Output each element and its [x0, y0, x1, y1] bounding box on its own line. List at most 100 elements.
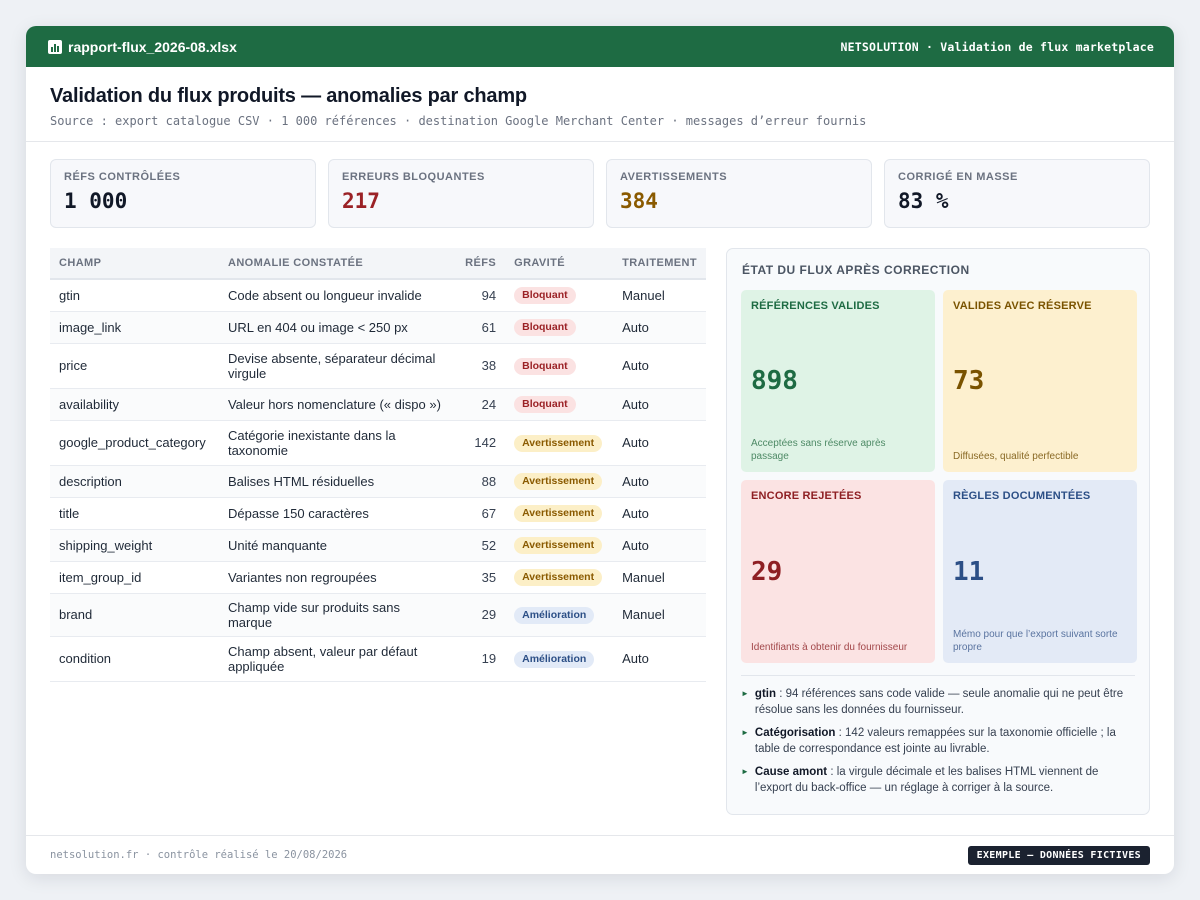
note-text: : 142 valeurs remappées sur la taxonomie… — [754, 727, 1116, 755]
column-header-refs[interactable]: Réfs — [451, 248, 506, 280]
kpi-label: Avertissements — [620, 171, 728, 183]
cell-anomaly: Code absent ou longueur invalide — [218, 279, 452, 312]
table-row[interactable]: brand Champ vide sur produits sans marque… — [50, 593, 706, 637]
cell-treatment: Manuel — [613, 593, 706, 637]
kpi-row: Réfs contrôlées 1 000 Erreurs bloquantes… — [50, 159, 1150, 228]
kpi-value: 217 — [342, 189, 380, 213]
anomaly-table-wrap: Champ Anomalie constatée Réfs Gravité Tr… — [50, 248, 706, 682]
table-row[interactable]: item_group_id Variantes non regroupées 35 A… — [50, 561, 706, 594]
cell-refs: 94 — [451, 279, 506, 312]
note-strong: gtin — [754, 688, 776, 700]
kpi-value: 384 — [620, 189, 658, 213]
panel-notes: ► gtin : 94 références sans code valide … — [741, 675, 1135, 796]
kpi-value: 83 % — [898, 189, 949, 213]
cell-field: availability — [50, 388, 219, 421]
cell-treatment: Auto — [613, 636, 706, 682]
cell-refs: 88 — [451, 465, 506, 498]
file-name: rapport-flux_2026-08.xlsx — [68, 38, 237, 55]
severity-badge: Bloquant — [514, 287, 576, 305]
cell-field: description — [50, 465, 219, 498]
severity-badge: Bloquant — [514, 357, 576, 375]
cell-refs: 24 — [451, 388, 506, 421]
cell-severity: Avertissement — [505, 561, 614, 594]
cell-severity: Avertissement — [505, 497, 614, 530]
status-card-label: Règles documentées — [953, 490, 1091, 502]
table-row[interactable]: gtin Code absent ou longueur invalide 94 Bl… — [50, 279, 706, 312]
table-row[interactable]: shipping_weight Unité manquante 52 Avertiss… — [50, 529, 706, 562]
severity-badge: Bloquant — [514, 396, 576, 413]
status-card-value: 29 — [751, 556, 783, 587]
cell-anomaly: Dépasse 150 caractères — [218, 497, 452, 530]
cell-refs: 61 — [451, 311, 506, 344]
cell-treatment: Auto — [613, 497, 706, 530]
cell-refs: 52 — [451, 529, 506, 562]
kpi-bulk-fixed: Corrigé en masse 83 % — [884, 159, 1150, 228]
note-item: ► gtin : 94 références sans code valide … — [741, 686, 1135, 718]
spreadsheet-icon — [48, 39, 62, 54]
table-row[interactable]: availability Valeur hors nomenclature (« … — [50, 388, 706, 421]
cell-anomaly: Champ vide sur produits sans marque — [218, 593, 452, 637]
file-tab[interactable]: rapport-flux_2026-08.xlsx — [48, 39, 237, 55]
cell-severity: Avertissement — [505, 420, 614, 466]
table-row[interactable]: price Devise absente, séparateur décimal … — [50, 343, 706, 389]
cell-severity: Bloquant — [505, 279, 614, 312]
column-header-anomaly[interactable]: Anomalie constatée — [218, 248, 452, 280]
cell-field: title — [50, 497, 219, 530]
triangle-bullet-icon: ► — [741, 689, 749, 698]
column-header-field[interactable]: Champ — [50, 248, 219, 280]
severity-badge: Avertissement — [514, 434, 603, 452]
cell-treatment: Auto — [613, 388, 706, 421]
cell-refs: 67 — [451, 497, 506, 530]
table-row[interactable]: title Dépasse 150 caractères 67 Avertisseme… — [50, 497, 706, 530]
cell-treatment: Auto — [613, 420, 706, 466]
cell-field: brand — [50, 593, 219, 637]
status-card-value: 73 — [953, 366, 985, 396]
column-header-treatment[interactable]: Traitement — [613, 248, 706, 280]
note-strong: Catégorisation — [754, 727, 836, 739]
severity-badge: Avertissement — [514, 473, 603, 490]
kpi-refs-checked: Réfs contrôlées 1 000 — [50, 159, 316, 228]
cell-treatment: Auto — [613, 529, 706, 562]
kpi-label: Corrigé en masse — [898, 171, 1018, 183]
panel-title: État du flux après correction — [742, 263, 970, 277]
cell-refs: 19 — [451, 636, 506, 682]
anomaly-table: Champ Anomalie constatée Réfs Gravité Tr… — [50, 248, 706, 682]
triangle-bullet-icon: ► — [741, 767, 749, 776]
cell-severity: Bloquant — [505, 388, 614, 421]
cell-anomaly: Balises HTML résiduelles — [218, 465, 452, 498]
kpi-blocking-errors: Erreurs bloquantes 217 — [328, 159, 594, 228]
cell-anomaly: Catégorie inexistante dans la taxonomie — [218, 420, 452, 466]
kpi-label: Erreurs bloquantes — [342, 171, 485, 183]
table-row[interactable]: image_link URL en 404 ou image < 250 px 61… — [50, 311, 706, 344]
cell-severity: Bloquant — [505, 311, 614, 344]
kpi-warnings: Avertissements 384 — [606, 159, 872, 228]
cell-severity: Avertissement — [505, 465, 614, 498]
column-header-severity[interactable]: Gravité — [505, 248, 614, 280]
severity-badge: Avertissement — [514, 505, 603, 522]
cell-field: condition — [50, 636, 219, 682]
status-card-valid: Références valides 898 Acceptées sans ré… — [741, 290, 935, 472]
cell-treatment: Auto — [613, 311, 706, 344]
cell-treatment: Auto — [613, 343, 706, 389]
severity-badge: Amélioration — [514, 606, 595, 624]
sample-data-badge: EXEMPLE — DONNÉES FICTIVES — [967, 845, 1150, 865]
cell-severity: Amélioration — [505, 636, 614, 682]
severity-badge: Amélioration — [514, 650, 595, 668]
cell-anomaly: Devise absente, séparateur décimal virgu… — [218, 343, 452, 389]
severity-badge: Bloquant — [514, 319, 576, 336]
page-header: Validation du flux produits — anomalies … — [26, 67, 1174, 142]
title-bar: rapport-flux_2026-08.xlsx NETSOLUTION · … — [26, 26, 1174, 67]
severity-badge: Avertissement — [514, 569, 603, 586]
status-card-reserved: Valides avec réserve 73 Diffusées, quali… — [943, 290, 1137, 472]
status-card-note: Identifiants à obtenir du fournisseur — [751, 642, 908, 653]
cell-treatment: Manuel — [613, 279, 706, 312]
table-row[interactable]: google_product_category Catégorie inexist… — [50, 420, 706, 466]
footer-credit: netsolution.fr · contrôle réalisé le 20/… — [50, 849, 348, 861]
cell-anomaly: Variantes non regroupées — [218, 561, 452, 594]
cell-refs: 35 — [451, 561, 506, 594]
note-text: : la virgule décimale et les balises HTM… — [754, 766, 1099, 794]
status-card-label: Références valides — [751, 300, 880, 312]
kpi-label: Réfs contrôlées — [64, 171, 181, 183]
table-row[interactable]: description Balises HTML résiduelles 88 Ave… — [50, 465, 706, 498]
table-row[interactable]: condition Champ absent, valeur par défaut… — [50, 636, 706, 682]
